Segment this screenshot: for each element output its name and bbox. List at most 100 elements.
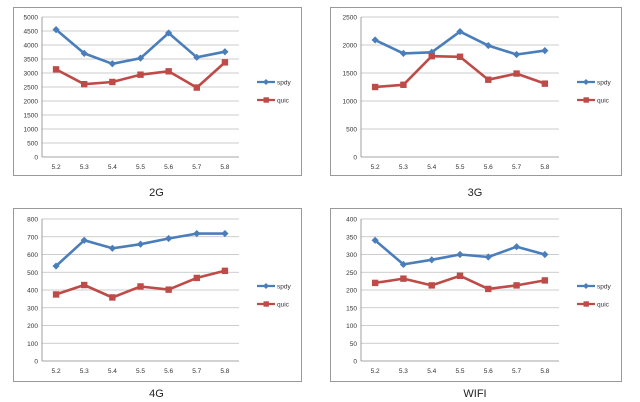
legend-marker: [583, 97, 589, 103]
data-point: [80, 49, 88, 57]
data-point: [456, 27, 464, 36]
line-chart-4g: 0 100 200 300 400 500 600 700 800 5.2 5.3 5.4 5.5 5.6…: [27, 217, 291, 376]
data-point: [108, 60, 116, 68]
x-tick-label: 5.4: [108, 368, 117, 375]
data-point: [371, 83, 379, 91]
data-point: [512, 50, 521, 59]
data-point: [221, 48, 229, 56]
x-tick-label: 5.4: [427, 368, 436, 375]
x-tick-label: 5.3: [80, 368, 89, 375]
data-point: [485, 285, 492, 293]
data-point: [428, 282, 435, 289]
legend-label: quic: [597, 98, 610, 105]
legend-marker: [583, 79, 589, 85]
y-tick-label: 3500: [24, 57, 39, 64]
data-point: [428, 53, 435, 60]
y-tick-label: 100: [27, 341, 38, 348]
y-tick-label: 0: [34, 359, 38, 366]
data-point: [399, 260, 408, 269]
x-tick-label: 5.2: [52, 164, 61, 171]
y-tick-label: 700: [27, 234, 38, 241]
data-point: [80, 236, 88, 244]
data-point: [484, 41, 492, 50]
data-point: [221, 59, 229, 66]
x-tick-label: 5.3: [399, 368, 408, 375]
legend-label: spdy: [597, 284, 611, 291]
legend-label: quic: [277, 302, 290, 309]
x-tick-label: 5.7: [512, 164, 521, 171]
x-tick-label: 5.2: [371, 368, 380, 375]
data-point: [136, 240, 145, 248]
data-point: [541, 277, 549, 284]
data-point: [193, 53, 201, 61]
legend-marker: [263, 97, 269, 103]
y-tick-label: 0: [353, 359, 357, 366]
line-chart-2g: 0 500 1000 1500 2000 2500 3000 3500 4000 4500 5000…: [24, 15, 292, 172]
x-tick-label: 5.3: [399, 164, 408, 171]
x-tick-label: 5.8: [540, 368, 549, 375]
legend-label: quic: [597, 302, 610, 309]
x-tick-label: 5.8: [540, 164, 549, 171]
x-tick-label: 5.6: [164, 164, 173, 171]
line-chart-wifi: 0 50 100 150 200 250 300 350 400 5.2 5.3 5.4 5.5 5.6 5…: [346, 217, 611, 376]
data-point: [512, 243, 521, 251]
chart-caption: 3G: [467, 187, 483, 199]
y-tick-label: 1500: [343, 71, 358, 78]
data-point: [221, 229, 229, 238]
series-line-spdy: [55, 232, 225, 267]
data-point: [400, 275, 407, 282]
x-tick-label: 5.6: [164, 368, 173, 375]
y-tick-label: 0: [353, 155, 357, 162]
y-tick-label: 3000: [24, 71, 39, 78]
y-tick-label: 300: [27, 305, 38, 312]
y-tick-label: 1500: [24, 113, 39, 120]
y-tick-label: 1000: [24, 127, 39, 134]
chart-caption: 2G: [149, 187, 164, 199]
data-point: [485, 76, 492, 83]
x-tick-label: 5.5: [455, 164, 464, 171]
y-tick-label: 100: [346, 323, 357, 330]
y-tick-label: 200: [27, 323, 38, 330]
data-point: [81, 281, 88, 289]
y-tick-label: 2000: [343, 43, 358, 50]
data-point: [541, 47, 549, 55]
x-tick-label: 5.2: [371, 164, 380, 171]
line-chart-3g: 0 500 1000 1500 2000 2500 5.2 5.3 5.4 5.5 5.6 5.7 5.…: [343, 15, 612, 172]
legend-label: spdy: [277, 80, 291, 87]
data-point: [165, 29, 173, 37]
y-tick-label: 1000: [343, 99, 358, 106]
y-tick-label: 50: [350, 341, 358, 348]
legend-marker: [263, 283, 269, 289]
y-tick-label: 4000: [24, 43, 39, 50]
legend-label: quic: [277, 98, 290, 105]
legend-marker: [263, 79, 269, 85]
y-tick-label: 400: [346, 217, 357, 224]
x-tick-label: 5.5: [136, 164, 145, 171]
y-tick-label: 2500: [343, 15, 358, 22]
legend-marker: [263, 301, 269, 307]
y-tick-label: 4500: [24, 29, 39, 36]
x-tick-label: 5.7: [192, 368, 201, 375]
x-tick-label: 5.6: [484, 164, 493, 171]
x-tick-label: 5.8: [220, 164, 229, 171]
chart-caption: WIFI: [463, 388, 487, 400]
y-tick-label: 200: [346, 288, 357, 295]
chart-caption: 4G: [149, 388, 164, 400]
data-point: [165, 286, 172, 293]
legend-label: spdy: [277, 284, 291, 291]
x-tick-label: 5.5: [136, 368, 145, 375]
data-point: [400, 81, 407, 88]
legend-label: spdy: [597, 80, 611, 87]
y-tick-label: 600: [27, 252, 38, 259]
y-tick-label: 500: [27, 270, 38, 277]
data-point: [541, 250, 549, 259]
data-point: [193, 274, 200, 282]
legend-marker: [583, 301, 589, 307]
data-point: [456, 250, 464, 259]
data-point: [513, 70, 520, 77]
legend-marker: [583, 283, 589, 289]
data-point: [541, 80, 549, 87]
y-tick-label: 250: [346, 270, 357, 277]
data-point: [513, 282, 520, 289]
chart-frame: 0 500 1000 1500 2000 2500 5.2 5.3 5.4 5.5 5.6 5.7 5.…: [330, 7, 622, 176]
